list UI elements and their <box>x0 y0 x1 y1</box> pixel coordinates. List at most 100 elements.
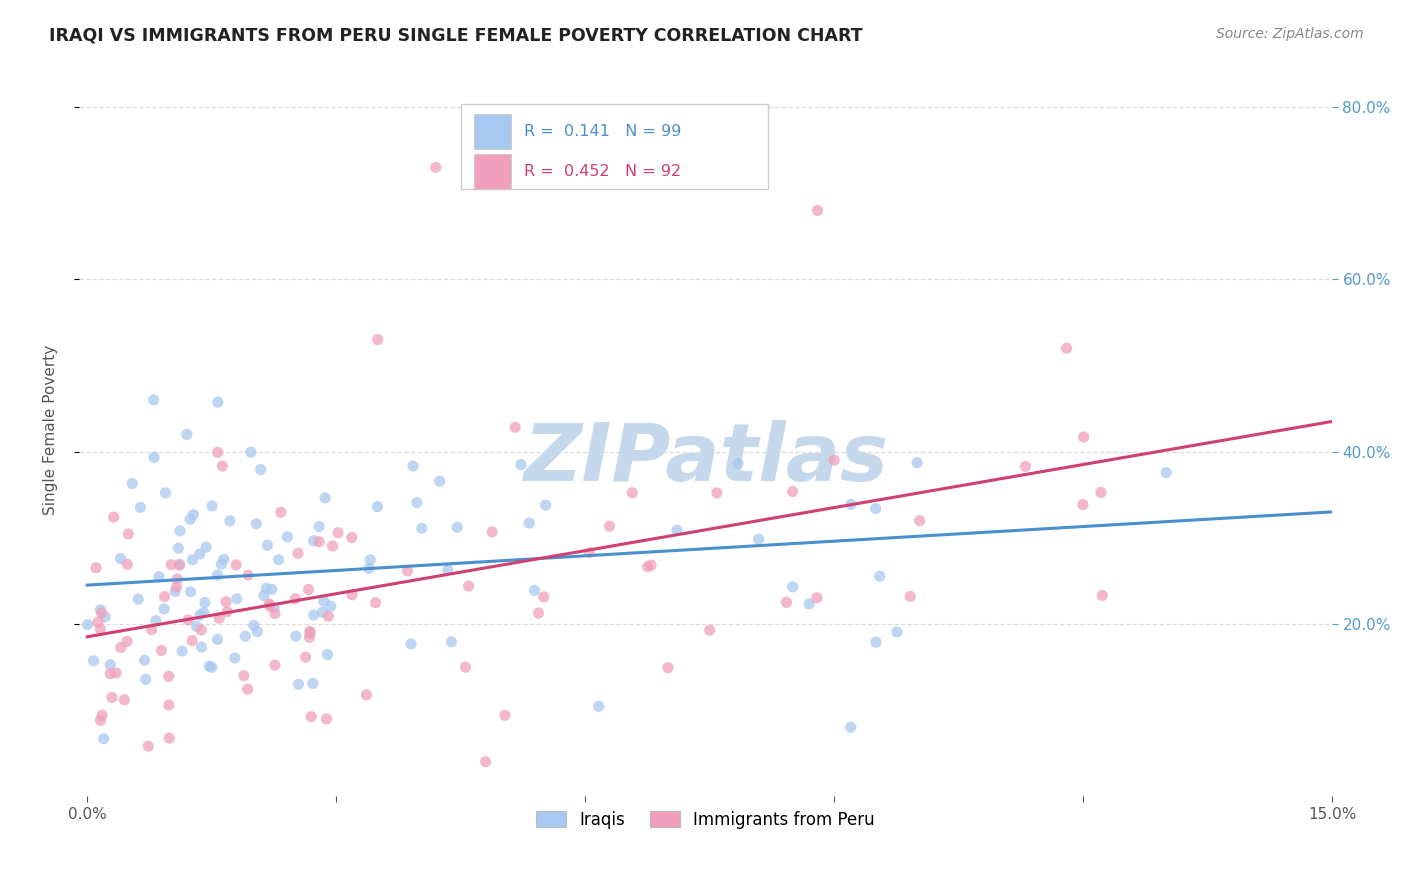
Point <box>865 501 887 516</box>
Point <box>101 690 124 705</box>
Point <box>318 609 340 624</box>
Point <box>886 624 908 639</box>
Point <box>89 622 111 636</box>
Point <box>150 643 173 657</box>
Point <box>782 484 804 499</box>
Point <box>839 497 862 511</box>
Point <box>621 485 644 500</box>
Point <box>188 607 211 622</box>
Point <box>429 474 451 488</box>
Point <box>245 516 267 531</box>
Point <box>782 580 804 594</box>
Point <box>263 600 285 615</box>
Point <box>176 427 198 442</box>
Point <box>263 658 285 673</box>
Point <box>481 524 503 539</box>
Point <box>112 692 135 706</box>
Point <box>190 640 212 654</box>
Point <box>207 395 229 409</box>
Point <box>134 653 156 667</box>
Point <box>157 669 180 683</box>
Point <box>93 731 115 746</box>
Point <box>527 606 550 620</box>
Point <box>256 538 278 552</box>
Point <box>76 617 98 632</box>
Point <box>534 498 557 512</box>
Point <box>446 520 468 534</box>
Point <box>169 557 191 571</box>
Point <box>207 632 229 647</box>
Point <box>117 527 139 541</box>
Point <box>806 591 828 605</box>
Point <box>406 495 429 509</box>
Point <box>218 514 240 528</box>
Point <box>181 552 204 566</box>
Point <box>165 580 187 594</box>
Point <box>259 599 281 613</box>
Point <box>94 610 117 624</box>
Point <box>224 651 246 665</box>
Point <box>1090 485 1112 500</box>
Point <box>190 623 212 637</box>
Point <box>865 635 887 649</box>
Point <box>136 739 159 753</box>
Point <box>494 708 516 723</box>
Point <box>157 698 180 712</box>
Point <box>316 648 339 662</box>
Point <box>160 558 183 572</box>
Point <box>166 572 188 586</box>
Point <box>169 524 191 538</box>
Point <box>905 456 928 470</box>
Point <box>1014 459 1036 474</box>
Point <box>1154 466 1177 480</box>
Point <box>232 669 254 683</box>
Point <box>287 546 309 560</box>
Point <box>148 570 170 584</box>
Point <box>183 508 205 522</box>
FancyBboxPatch shape <box>461 104 768 188</box>
Text: ZIPatlas: ZIPatlas <box>523 420 889 499</box>
Point <box>145 614 167 628</box>
Point <box>748 532 770 546</box>
FancyBboxPatch shape <box>474 154 512 189</box>
Point <box>249 462 271 476</box>
Point <box>105 665 128 680</box>
Text: R =  0.141   N = 99: R = 0.141 N = 99 <box>524 124 681 139</box>
Point <box>259 597 281 611</box>
Point <box>89 714 111 728</box>
Point <box>311 605 333 619</box>
Point <box>474 755 496 769</box>
Point <box>699 624 721 638</box>
Point <box>135 672 157 686</box>
Point <box>239 445 262 459</box>
Point <box>98 666 121 681</box>
Point <box>799 597 821 611</box>
Point <box>284 591 307 606</box>
Point <box>215 595 238 609</box>
Point <box>155 486 177 500</box>
Point <box>84 560 107 574</box>
Point <box>302 608 325 623</box>
Point <box>260 582 283 597</box>
Point <box>236 568 259 582</box>
Point <box>533 590 555 604</box>
Point <box>364 596 387 610</box>
Point <box>517 516 540 530</box>
Point <box>637 559 659 574</box>
Point <box>117 558 139 572</box>
Point <box>246 624 269 639</box>
Point <box>598 519 620 533</box>
Point <box>233 629 256 643</box>
Point <box>727 457 749 471</box>
Point <box>153 602 176 616</box>
Point <box>294 650 316 665</box>
Point <box>181 633 204 648</box>
Point <box>198 659 221 673</box>
Point <box>775 595 797 609</box>
Point <box>179 512 201 526</box>
Point <box>454 660 477 674</box>
Point <box>195 540 218 554</box>
Point <box>322 539 344 553</box>
Point <box>253 589 276 603</box>
Point <box>640 558 662 573</box>
